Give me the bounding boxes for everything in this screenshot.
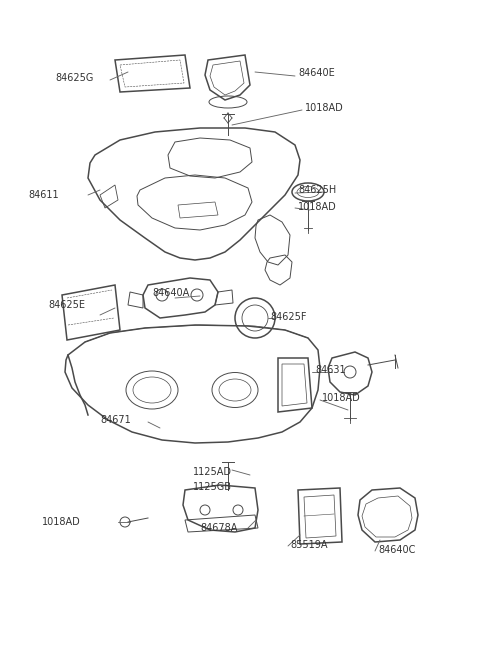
Text: 84678A: 84678A — [200, 523, 238, 533]
Text: 84625G: 84625G — [55, 73, 94, 83]
Text: 84611: 84611 — [28, 190, 59, 200]
Text: 1018AD: 1018AD — [322, 393, 361, 403]
Text: 1125AD: 1125AD — [193, 467, 232, 477]
Text: 84625F: 84625F — [270, 312, 307, 322]
Text: 84631: 84631 — [315, 365, 346, 375]
Text: 1125GB: 1125GB — [193, 482, 232, 492]
Text: 1018AD: 1018AD — [42, 517, 81, 527]
Text: 85519A: 85519A — [290, 540, 327, 550]
Text: 84625H: 84625H — [298, 185, 336, 195]
Text: 84640E: 84640E — [298, 68, 335, 78]
Text: 1018AD: 1018AD — [305, 103, 344, 113]
Text: 84625E: 84625E — [48, 300, 85, 310]
Text: 1018AD: 1018AD — [298, 202, 337, 212]
Text: 84640A: 84640A — [152, 288, 189, 298]
Text: 84671: 84671 — [100, 415, 131, 425]
Text: 84640C: 84640C — [378, 545, 415, 555]
